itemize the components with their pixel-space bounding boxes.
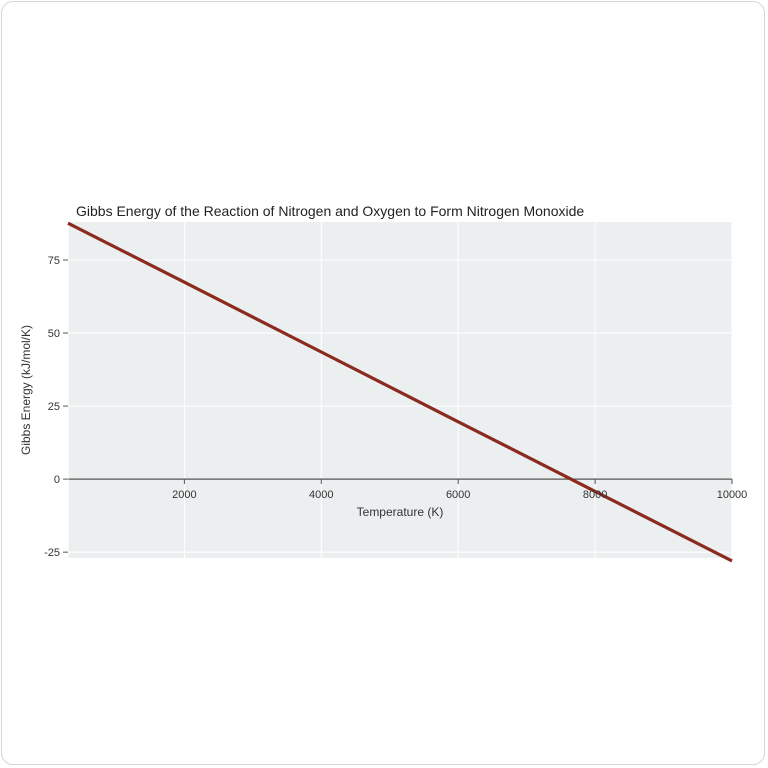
y-tick-label: -25 — [44, 547, 60, 559]
x-axis-label: Temperature (K) — [357, 505, 444, 519]
x-tick-label: 6000 — [446, 489, 470, 501]
gridlines — [68, 222, 733, 558]
y-tick-label: 50 — [48, 328, 60, 340]
x-tick-label: 10000 — [717, 489, 748, 501]
series-group — [67, 221, 733, 563]
y-axis-label: Gibbs Energy (kJ/mol/K) — [19, 325, 33, 455]
chart-title: Gibbs Energy of the Reaction of Nitrogen… — [76, 203, 584, 219]
series-line — [67, 221, 733, 563]
x-tick-label: 8000 — [583, 489, 607, 501]
y-tick-labels: -25 0 25 50 75 — [44, 255, 68, 559]
y-tick-label: 25 — [48, 401, 60, 413]
x-tick-labels: 2000 4000 6000 8000 10000 — [172, 479, 747, 501]
x-tick-label: 2000 — [172, 489, 196, 501]
y-tick-label: 0 — [54, 474, 60, 486]
zero-axis — [67, 222, 732, 558]
y-tick-label: 75 — [48, 255, 60, 267]
x-tick-label: 4000 — [309, 489, 333, 501]
